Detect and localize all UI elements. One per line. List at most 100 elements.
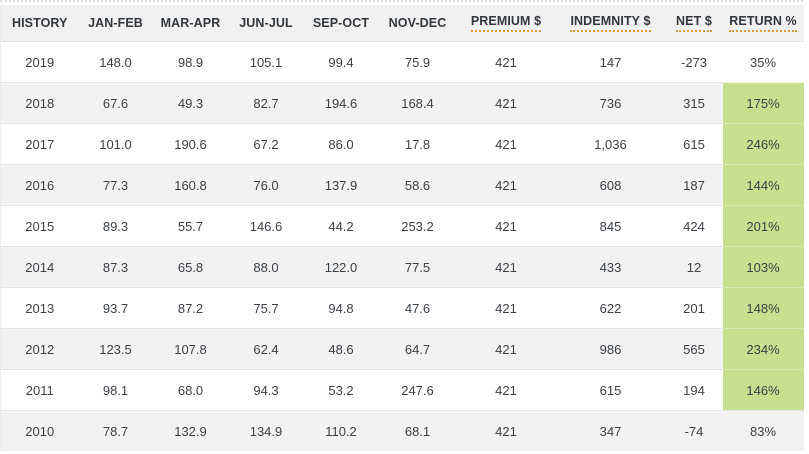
top-dotted-divider	[0, 0, 803, 5]
column-header-label-jan-feb: JAN-FEB	[88, 15, 143, 30]
column-header-label-history: HISTORY	[11, 15, 68, 30]
return-cell: 148%	[722, 287, 804, 329]
year-cell: 2015	[0, 205, 79, 247]
year-cell: 2018	[0, 82, 79, 124]
value-cell: 134.9	[228, 410, 304, 451]
value-cell: 421	[456, 287, 556, 329]
return-cell: 201%	[722, 205, 804, 247]
value-cell: 608	[555, 164, 666, 206]
table-row-2016: 2016 77.3 160.8 76.0 137.9 58.6 421 608 187 144%	[0, 164, 804, 206]
column-header-label-nov-dec: NOV-DEC	[388, 15, 447, 30]
value-cell: 87.2	[152, 287, 229, 329]
value-cell: 253.2	[378, 205, 457, 247]
return-cell: 144%	[722, 164, 804, 206]
column-header-label-indemnity: INDEMNITY $	[570, 14, 651, 32]
value-cell: 62.4	[228, 328, 304, 370]
value-cell: 247.6	[378, 369, 457, 411]
year-cell: 2013	[0, 287, 79, 329]
value-cell: 424	[665, 205, 723, 247]
column-header-history: HISTORY	[0, 5, 79, 42]
value-cell: 77.3	[78, 164, 153, 206]
return-cell: 246%	[722, 123, 804, 165]
value-cell: 421	[456, 369, 556, 411]
value-cell: 99.4	[303, 41, 379, 83]
column-header-label-premium: PREMIUM $	[470, 14, 542, 32]
value-cell: 137.9	[303, 164, 379, 206]
table-row-2015: 2015 89.3 55.7 146.6 44.2 253.2 421 845 424 201%	[0, 205, 804, 247]
value-cell: 94.3	[228, 369, 304, 411]
value-cell: 187	[665, 164, 723, 206]
return-cell: 175%	[722, 82, 804, 124]
value-cell: 201	[665, 287, 723, 329]
column-header-label-net: NET $	[676, 14, 712, 32]
value-cell: 58.6	[378, 164, 457, 206]
value-cell: 88.0	[228, 246, 304, 288]
value-cell: 421	[456, 41, 556, 83]
value-cell: 47.6	[378, 287, 457, 329]
value-cell: 101.0	[78, 123, 153, 165]
value-cell: 122.0	[303, 246, 379, 288]
column-header-jan-feb: JAN-FEB	[78, 5, 153, 42]
value-cell: 107.8	[152, 328, 229, 370]
value-cell: 421	[456, 123, 556, 165]
value-cell: 986	[555, 328, 666, 370]
value-cell: 76.0	[228, 164, 304, 206]
value-cell: 48.6	[303, 328, 379, 370]
value-cell: 194	[665, 369, 723, 411]
return-cell: 103%	[722, 246, 804, 288]
table-header: HISTORY JAN-FEB MAR-APR JUN-JUL SEP-OCT NOV-D…	[0, 5, 804, 42]
value-cell: 82.7	[228, 82, 304, 124]
value-cell: 49.3	[152, 82, 229, 124]
value-cell: 168.4	[378, 82, 457, 124]
value-cell: 86.0	[303, 123, 379, 165]
value-cell: 565	[665, 328, 723, 370]
column-header-sep-oct: SEP-OCT	[303, 5, 379, 42]
return-cell: 234%	[722, 328, 804, 370]
value-cell: 421	[456, 82, 556, 124]
value-cell: 1,036	[555, 123, 666, 165]
value-cell: 132.9	[152, 410, 229, 451]
column-header-jun-jul: JUN-JUL	[228, 5, 304, 42]
value-cell: 421	[456, 410, 556, 451]
value-cell: 44.2	[303, 205, 379, 247]
column-header-return[interactable]: RETURN %	[722, 5, 804, 42]
return-cell: 83%	[722, 410, 804, 451]
value-cell: 110.2	[303, 410, 379, 451]
value-cell: 160.8	[152, 164, 229, 206]
value-cell: 194.6	[303, 82, 379, 124]
value-cell: 146.6	[228, 205, 304, 247]
value-cell: 78.7	[78, 410, 153, 451]
value-cell: 190.6	[152, 123, 229, 165]
table-row-2014: 2014 87.3 65.8 88.0 122.0 77.5 421 433 12 103%	[0, 246, 804, 288]
value-cell: 433	[555, 246, 666, 288]
return-cell: 35%	[722, 41, 804, 83]
column-header-label-sep-oct: SEP-OCT	[312, 15, 370, 30]
value-cell: 55.7	[152, 205, 229, 247]
column-header-indemnity[interactable]: INDEMNITY $	[555, 5, 666, 42]
value-cell: 93.7	[78, 287, 153, 329]
value-cell: 77.5	[378, 246, 457, 288]
value-cell: 12	[665, 246, 723, 288]
table-row-2011: 2011 98.1 68.0 94.3 53.2 247.6 421 615 194 146%	[0, 369, 804, 411]
value-cell: 68.1	[378, 410, 457, 451]
table-header-row: HISTORY JAN-FEB MAR-APR JUN-JUL SEP-OCT NOV-D…	[0, 5, 804, 42]
column-header-mar-apr: MAR-APR	[152, 5, 229, 42]
column-header-label-jun-jul: JUN-JUL	[239, 15, 293, 30]
table-row-2018: 2018 67.6 49.3 82.7 194.6 168.4 421 736 315 175%	[0, 82, 804, 124]
value-cell: 17.8	[378, 123, 457, 165]
value-cell: 615	[555, 369, 666, 411]
value-cell: 622	[555, 287, 666, 329]
value-cell: 148.0	[78, 41, 153, 83]
value-cell: 94.8	[303, 287, 379, 329]
value-cell: 87.3	[78, 246, 153, 288]
column-header-net[interactable]: NET $	[665, 5, 723, 42]
year-cell: 2014	[0, 246, 79, 288]
value-cell: 615	[665, 123, 723, 165]
value-cell: 89.3	[78, 205, 153, 247]
value-cell: 64.7	[378, 328, 457, 370]
column-header-premium[interactable]: PREMIUM $	[456, 5, 556, 42]
value-cell: 67.6	[78, 82, 153, 124]
table-body: 2019 148.0 98.9 105.1 99.4 75.9 421 147 -273 35% 2…	[0, 41, 804, 451]
history-table: HISTORY JAN-FEB MAR-APR JUN-JUL SEP-OCT NOV-D…	[0, 5, 804, 451]
